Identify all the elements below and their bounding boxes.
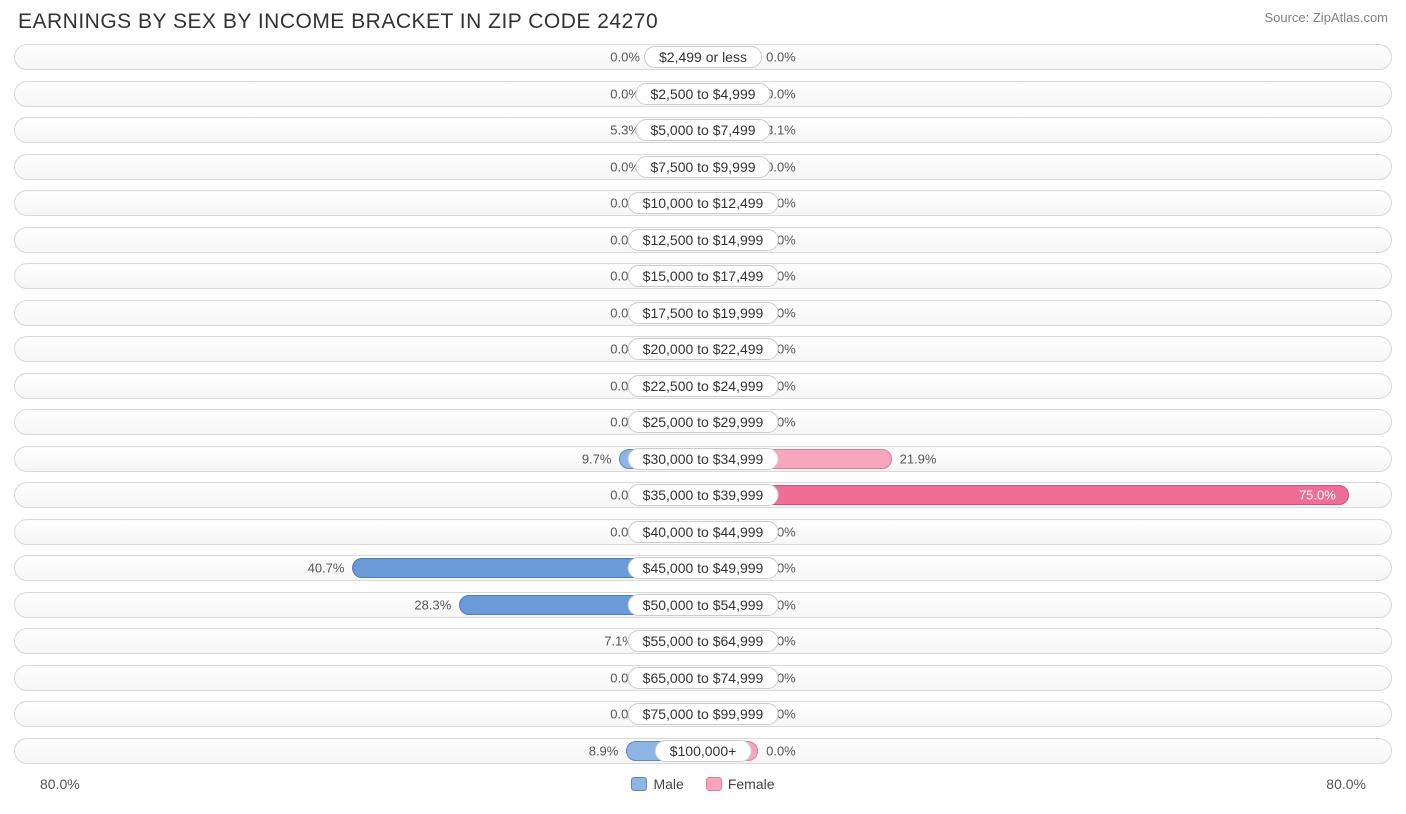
- row-label: $2,499 or less: [644, 46, 762, 68]
- chart-header: EARNINGS BY SEX BY INCOME BRACKET IN ZIP…: [0, 0, 1406, 40]
- row-label: $15,000 to $17,499: [628, 265, 779, 287]
- chart-row: 0.0%0.0%$15,000 to $17,499: [14, 259, 1392, 293]
- male-pct: 8.9%: [589, 743, 619, 758]
- legend-female-swatch: [706, 777, 722, 791]
- chart-row: 0.0%0.0%$12,500 to $14,999: [14, 223, 1392, 257]
- row-label: $20,000 to $22,499: [628, 338, 779, 360]
- chart-row: 0.0%75.0%$35,000 to $39,999: [14, 478, 1392, 512]
- chart-title: EARNINGS BY SEX BY INCOME BRACKET IN ZIP…: [18, 10, 658, 34]
- chart-body: 0.0%0.0%$2,499 or less0.0%0.0%$2,500 to …: [0, 40, 1406, 768]
- row-label: $25,000 to $29,999: [628, 411, 779, 433]
- female-pct: 21.9%: [900, 451, 937, 466]
- chart-row: 9.7% 21.9% $30,000 to $34,999: [14, 442, 1392, 476]
- axis-left-max: 80.0%: [40, 776, 80, 792]
- row-label: $5,000 to $7,499: [635, 119, 770, 141]
- female-pct: 0.0%: [766, 86, 796, 101]
- row-label: $17,500 to $19,999: [628, 302, 779, 324]
- chart-row: 5.3%3.1%$5,000 to $7,499: [14, 113, 1392, 147]
- male-pct: 0.0%: [610, 50, 640, 65]
- chart-row: 40.7%0.0%$45,000 to $49,999: [14, 551, 1392, 585]
- chart-row: 0.0%0.0%$2,500 to $4,999: [14, 77, 1392, 111]
- female-pct: 75.0%: [1299, 488, 1336, 503]
- row-label: $75,000 to $99,999: [628, 703, 779, 725]
- row-label: $10,000 to $12,499: [628, 192, 779, 214]
- legend-male-swatch: [631, 777, 647, 791]
- legend: Male Female: [631, 776, 774, 792]
- chart-row: 0.0% 0.0% $2,499 or less: [14, 40, 1392, 74]
- male-pct: 40.7%: [308, 561, 345, 576]
- row-label: $40,000 to $44,999: [628, 521, 779, 543]
- chart-source: Source: ZipAtlas.com: [1264, 10, 1388, 25]
- chart-row: 8.9% 0.0% $100,000+: [14, 734, 1392, 768]
- chart-row: 0.0%0.0%$40,000 to $44,999: [14, 515, 1392, 549]
- female-bar: [703, 485, 1349, 505]
- row-label: $7,500 to $9,999: [635, 156, 770, 178]
- chart-footer: 80.0% Male Female 80.0%: [0, 770, 1406, 792]
- row-label: $55,000 to $64,999: [628, 630, 779, 652]
- row-label: $50,000 to $54,999: [628, 594, 779, 616]
- chart-row: 0.0%0.0%$7,500 to $9,999: [14, 150, 1392, 184]
- chart-row: 0.0%0.0%$65,000 to $74,999: [14, 661, 1392, 695]
- chart-row: 7.1%0.0%$55,000 to $64,999: [14, 624, 1392, 658]
- chart-row: 0.0%0.0%$17,500 to $19,999: [14, 296, 1392, 330]
- row-label: $65,000 to $74,999: [628, 667, 779, 689]
- row-label: $12,500 to $14,999: [628, 229, 779, 251]
- row-label: $45,000 to $49,999: [628, 557, 779, 579]
- female-pct: 3.1%: [766, 123, 796, 138]
- legend-male-label: Male: [653, 776, 683, 792]
- row-label: $22,500 to $24,999: [628, 375, 779, 397]
- legend-female-label: Female: [728, 776, 775, 792]
- chart-row: 0.0%0.0%$25,000 to $29,999: [14, 405, 1392, 439]
- row-label: $2,500 to $4,999: [635, 83, 770, 105]
- axis-right-max: 80.0%: [1326, 776, 1366, 792]
- row-label: $100,000+: [655, 740, 752, 762]
- male-pct: 28.3%: [414, 597, 451, 612]
- legend-male: Male: [631, 776, 683, 792]
- chart-row: 0.0%0.0%$22,500 to $24,999: [14, 369, 1392, 403]
- chart-row: 28.3%0.0%$50,000 to $54,999: [14, 588, 1392, 622]
- row-label: $30,000 to $34,999: [628, 448, 779, 470]
- female-pct: 0.0%: [766, 159, 796, 174]
- row-label: $35,000 to $39,999: [628, 484, 779, 506]
- female-pct: 0.0%: [766, 50, 796, 65]
- female-pct: 0.0%: [766, 743, 796, 758]
- legend-female: Female: [706, 776, 775, 792]
- chart-row: 0.0%0.0%$75,000 to $99,999: [14, 697, 1392, 731]
- chart-row: 0.0%0.0%$20,000 to $22,499: [14, 332, 1392, 366]
- male-pct: 9.7%: [582, 451, 612, 466]
- chart-row: 0.0%0.0%$10,000 to $12,499: [14, 186, 1392, 220]
